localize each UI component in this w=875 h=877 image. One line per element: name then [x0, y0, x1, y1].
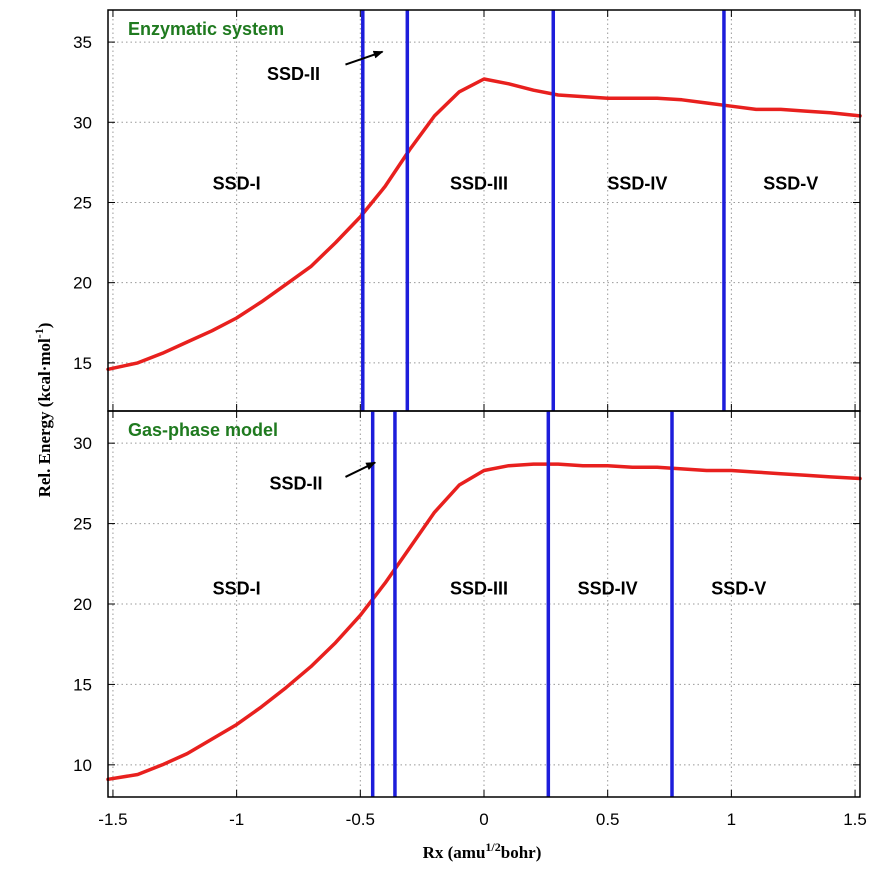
panel-title: Gas-phase model	[128, 420, 278, 440]
x-tick-label: 0	[479, 810, 488, 829]
y-tick-label: 20	[73, 274, 92, 293]
region-label: SSD-III	[450, 578, 508, 598]
ssd-ii-label: SSD-II	[267, 64, 320, 84]
x-tick-label: -1	[229, 810, 244, 829]
x-tick-label: 1	[727, 810, 736, 829]
panel-1: 15 20 25 30 35 SSD-I SSD-III SSD-IV SSD-V SSD-II E…	[73, 9, 862, 412]
x-tick-label: -0.5	[346, 810, 375, 829]
panel-2: 10 15 20 25 30 -1.5 -1 -0.5 0 0.5 1 1.5 SSD-I SSD-III…	[73, 410, 867, 829]
y-tick-label: 30	[73, 113, 92, 132]
region-label: SSD-IV	[607, 174, 667, 194]
y-tick-label: 25	[73, 193, 92, 212]
y-axis-title: Rel. Energy (kcal·mol-1)	[32, 323, 54, 498]
y-tick-label: 10	[73, 756, 92, 775]
x-tick-label: 1.5	[843, 810, 867, 829]
region-label: SSD-I	[213, 174, 261, 194]
region-label: SSD-V	[763, 174, 818, 194]
y-tick-label: 15	[73, 354, 92, 373]
region-label: SSD-IV	[578, 578, 638, 598]
ssd-ii-label: SSD-II	[269, 473, 322, 493]
x-axis-title: Rx (amu1/2bohr)	[423, 840, 542, 862]
ssd-ii-arrow	[345, 50, 384, 66]
energy-curve	[106, 462, 862, 782]
panel-frame	[107, 9, 861, 412]
y-tick-label: 20	[73, 595, 92, 614]
region-label: SSD-V	[711, 578, 766, 598]
energy-curve	[106, 77, 862, 372]
x-tick-label: 0.5	[596, 810, 620, 829]
ssd-ii-arrow	[345, 461, 377, 478]
x-tick-label: -1.5	[98, 810, 127, 829]
y-tick-label: 35	[73, 33, 92, 52]
chart-panels: 15 20 25 30 35 SSD-I SSD-III SSD-IV SSD-V SSD-II E…	[73, 9, 867, 829]
panel-frame	[107, 410, 861, 798]
region-label: SSD-III	[450, 174, 508, 194]
panel-title: Enzymatic system	[128, 19, 284, 39]
region-label: SSD-I	[213, 578, 261, 598]
y-tick-label: 25	[73, 515, 92, 534]
y-tick-label: 30	[73, 434, 92, 453]
y-tick-label: 15	[73, 675, 92, 694]
